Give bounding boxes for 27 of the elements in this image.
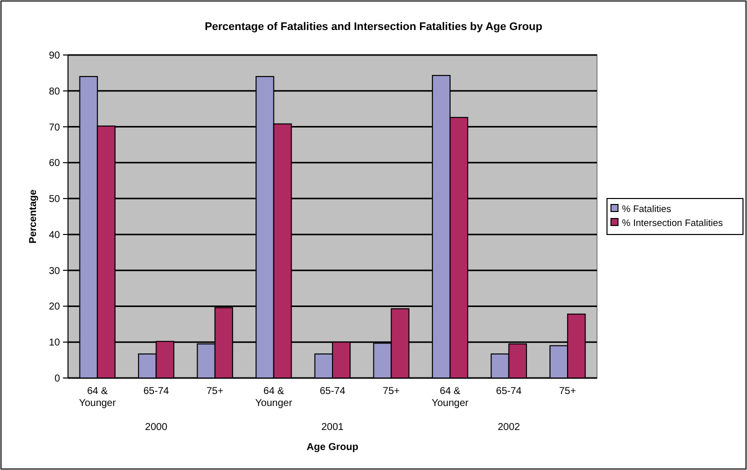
x-tick-label: 65-74 [496, 386, 522, 397]
x-tick-label: 75+ [382, 386, 400, 397]
y-axis-title: Percentage [28, 189, 39, 244]
y-tick-label: 40 [48, 230, 60, 241]
legend-label: % Intersection Fatalities [622, 218, 724, 229]
x-tick-label: 64 & Younger [432, 386, 470, 409]
chart-title: Percentage of Fatalities and Intersection Fatalities by Age Group [204, 21, 543, 33]
legend-label: % Fatalities [622, 204, 672, 215]
x-tick-label: 75+ [559, 386, 576, 397]
y-tick-label: 60 [48, 158, 60, 170]
x-tick-label: 64 & Younger [78, 386, 117, 409]
x-tick-label: 65-74 [143, 386, 170, 397]
y-tick-label: 80 [48, 86, 60, 98]
text: 2001 [321, 422, 344, 433]
y-tick-label: 50 [48, 194, 60, 206]
y-tick-label: 20 [48, 302, 60, 313]
x-tick-label: 64 & Younger [255, 386, 293, 409]
y-tick-label: 10 [48, 338, 60, 349]
x-tick-label: 65-74 [320, 386, 346, 397]
x-axis-title: Age Group [306, 442, 358, 453]
text: 2002 [498, 422, 520, 433]
y-tick-label: 70 [48, 122, 60, 134]
text: 2000 [145, 422, 168, 433]
x-tick-label: 75+ [206, 386, 224, 397]
y-tick-label: 30 [48, 266, 60, 277]
y-tick-label: 0 [54, 374, 60, 384]
y-tick-label: 90 [48, 50, 60, 62]
